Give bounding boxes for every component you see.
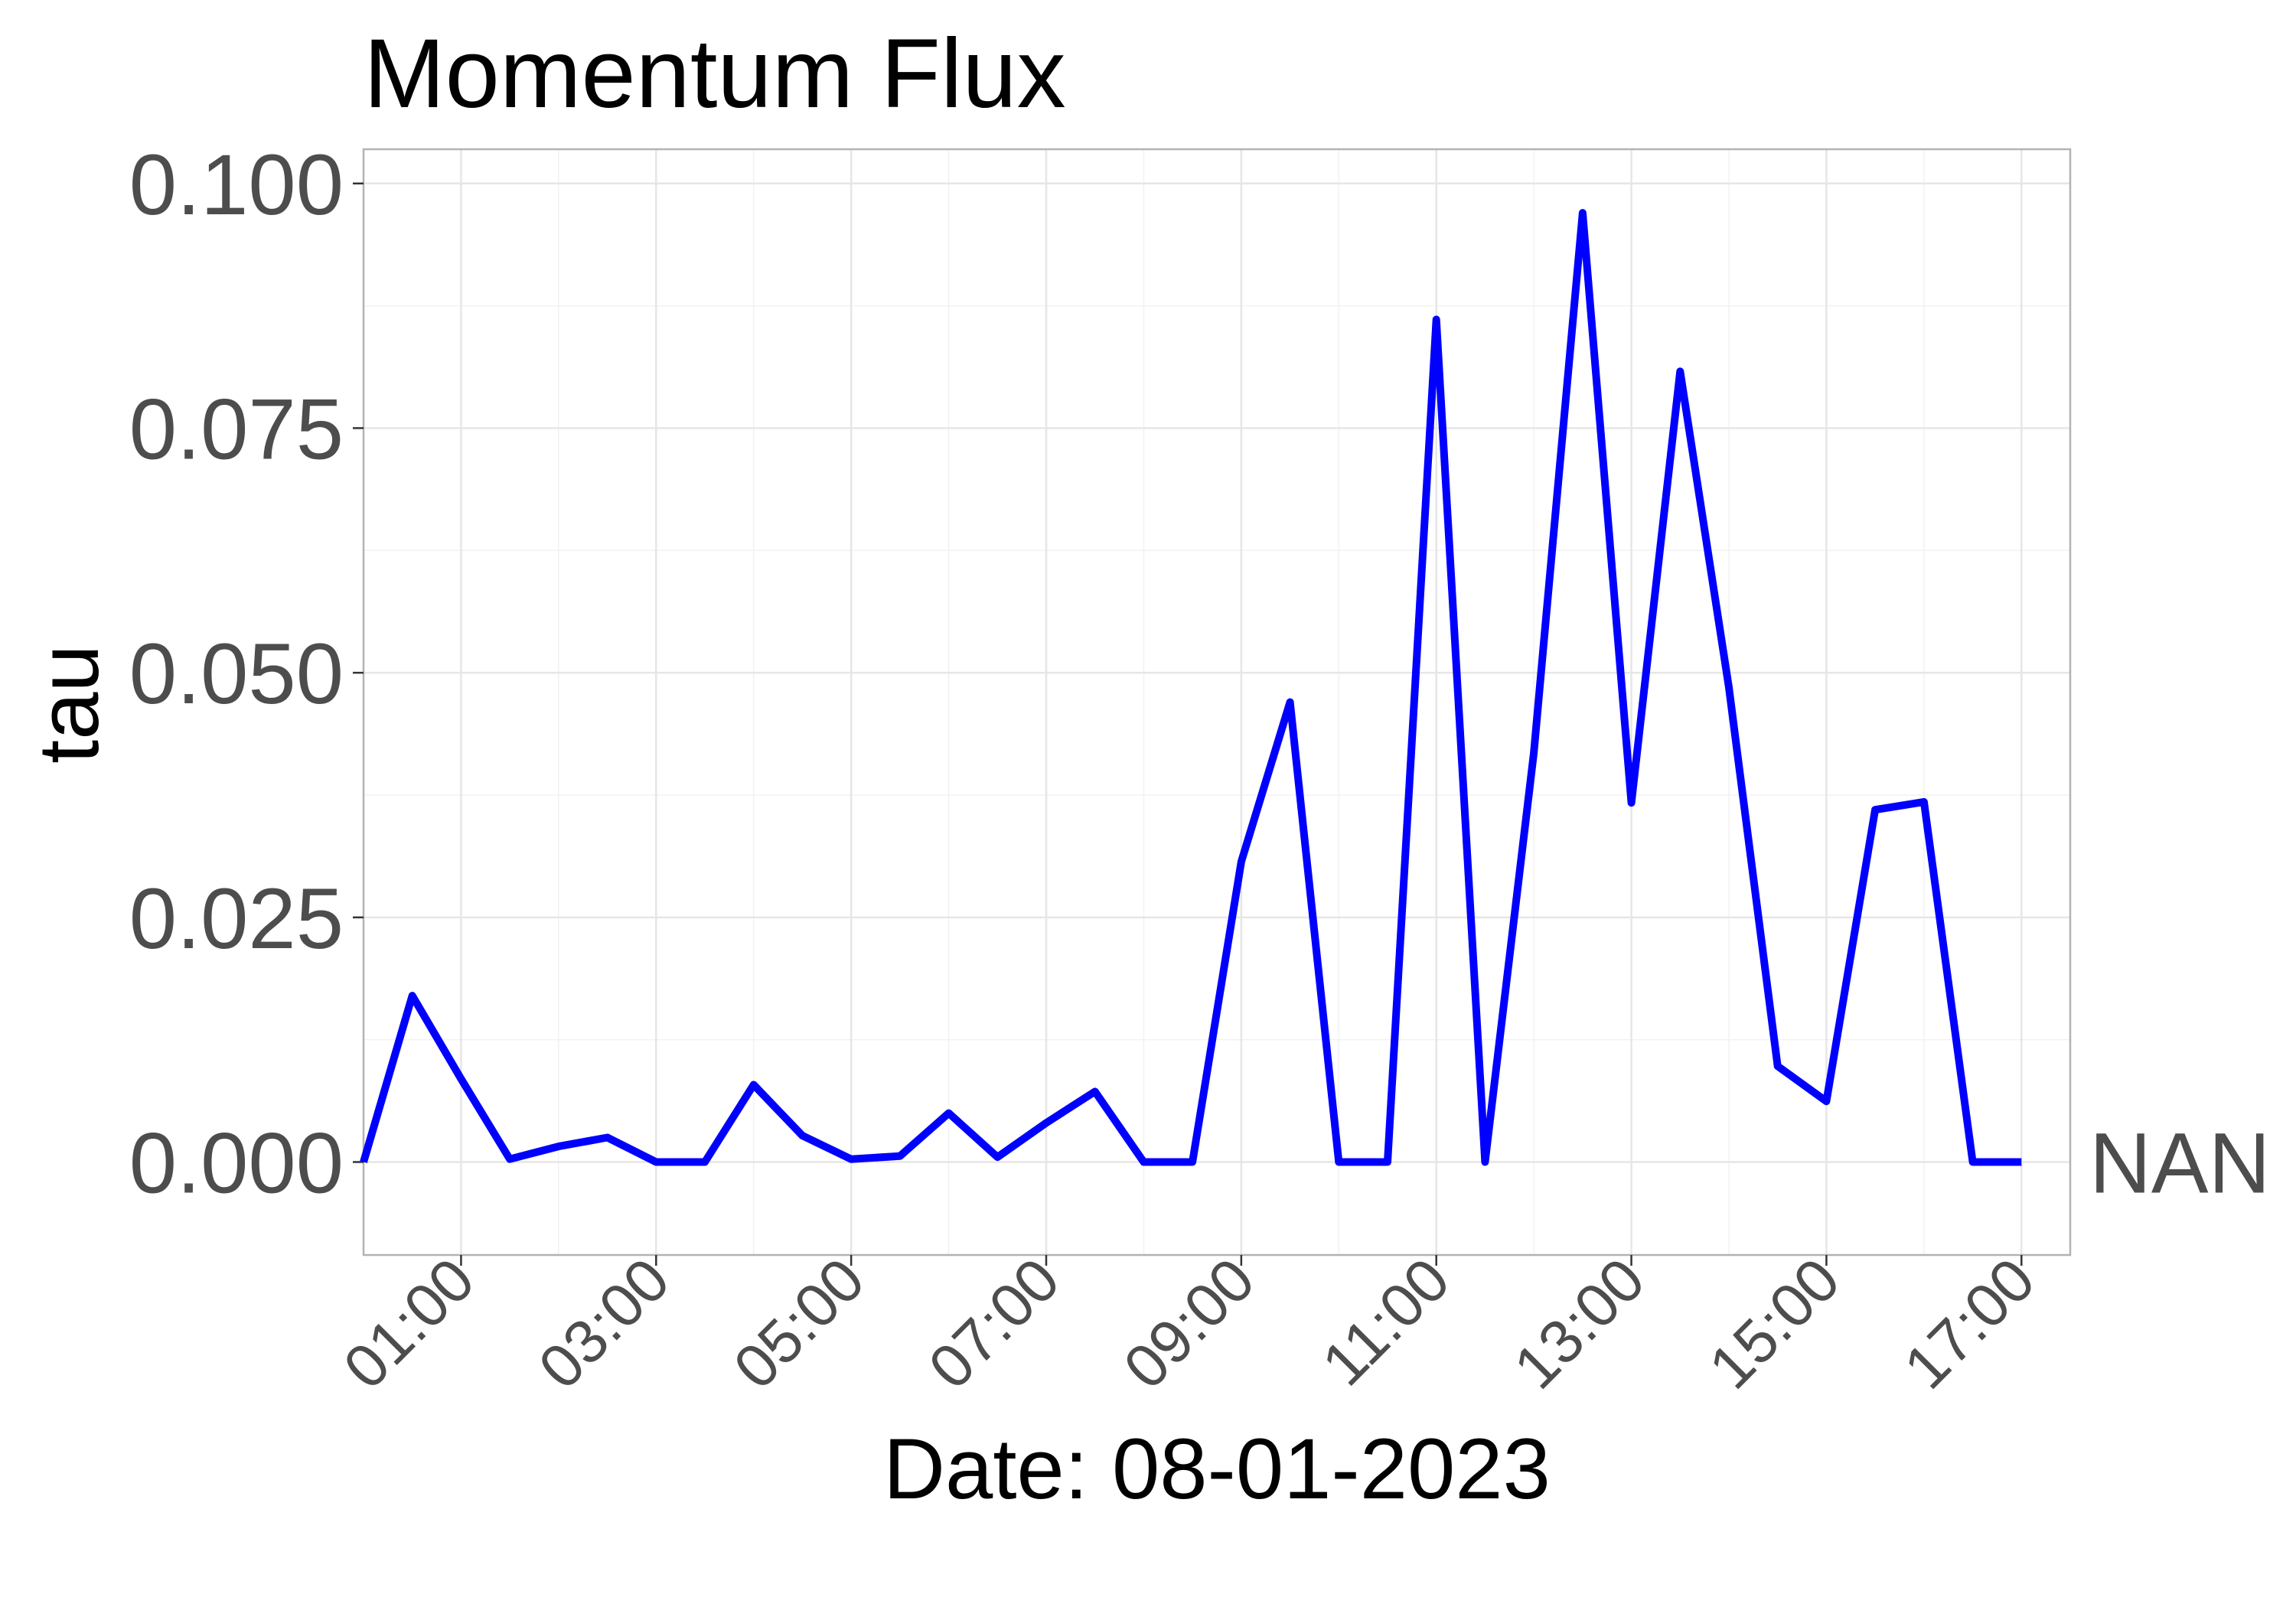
y-tick-label: 0.100 xyxy=(129,137,344,233)
x-tick-label: 09:00 xyxy=(1110,1245,1267,1401)
x-tick-label: 17:00 xyxy=(1891,1245,2047,1401)
y-tick-label: 0.025 xyxy=(129,871,344,966)
x-axis: 01:00 03:00 05:00 07:00 09:00 11:00 13:00 15:00… xyxy=(331,1245,2047,1401)
y-axis-label: tau xyxy=(21,644,116,764)
y-tick-label: 0.050 xyxy=(129,626,344,722)
y-axis: 0.000 0.025 0.050 0.075 0.100 xyxy=(129,137,364,1211)
x-tick-label: 15:00 xyxy=(1696,1245,1852,1401)
series-layer xyxy=(360,209,2022,1166)
x-tick-label: 01:00 xyxy=(331,1245,487,1401)
y-tick-label: 0.000 xyxy=(129,1116,344,1211)
x-tick-label: 05:00 xyxy=(721,1245,877,1401)
x-tick-label: 03:00 xyxy=(526,1245,682,1401)
x-tick-label: 11:00 xyxy=(1309,1245,1462,1398)
x-axis-label: Date: 08-01-2023 xyxy=(883,1421,1551,1517)
x-tick-label: 13:00 xyxy=(1501,1245,1657,1401)
gridlines xyxy=(363,149,2070,1255)
x-tick-label: 07:00 xyxy=(916,1245,1072,1401)
y-tick-label: 0.075 xyxy=(129,381,344,477)
series-line xyxy=(360,209,2022,1166)
plot-panel xyxy=(362,148,2072,1257)
chart-title: Momentum Flux xyxy=(364,19,1066,129)
nan-annotation: NAN xyxy=(2089,1116,2270,1211)
